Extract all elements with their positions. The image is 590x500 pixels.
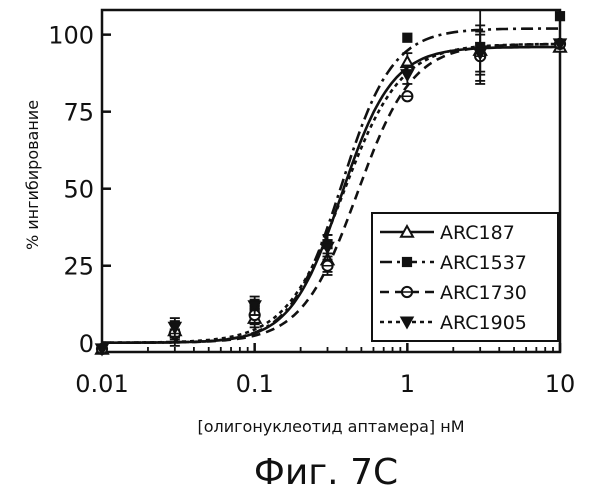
y-tick-label: 0 [79, 330, 94, 358]
legend-label: ARC1730 [440, 282, 527, 304]
legend-marker [402, 257, 412, 267]
y-tick-label: 50 [63, 176, 94, 204]
data-point [402, 33, 412, 43]
x-tick-label: 10 [545, 370, 576, 398]
legend: ARC187 ARC1537 ARC1730 ARC1905 [372, 213, 558, 341]
y-tick-label: 25 [63, 253, 94, 281]
data-point [555, 11, 565, 21]
x-tick-label: 0.1 [236, 370, 274, 398]
x-tick-label: 0.01 [75, 370, 128, 398]
y-axis-label: % ингибирование [23, 100, 42, 250]
legend-label: ARC1905 [440, 312, 527, 334]
y-tick-label: 75 [63, 99, 94, 127]
y-tick-label: 100 [48, 22, 94, 50]
legend-marker [402, 287, 412, 297]
figure-caption: Фиг. 7C [254, 452, 398, 493]
data-point [402, 91, 412, 101]
legend-label: ARC1537 [440, 252, 527, 274]
legend-label: ARC187 [440, 222, 515, 244]
data-point [401, 70, 413, 81]
data-point [322, 261, 332, 271]
x-tick-label: 1 [400, 370, 415, 398]
x-axis-label: [олигонуклеотид аптамера] нМ [197, 417, 464, 436]
